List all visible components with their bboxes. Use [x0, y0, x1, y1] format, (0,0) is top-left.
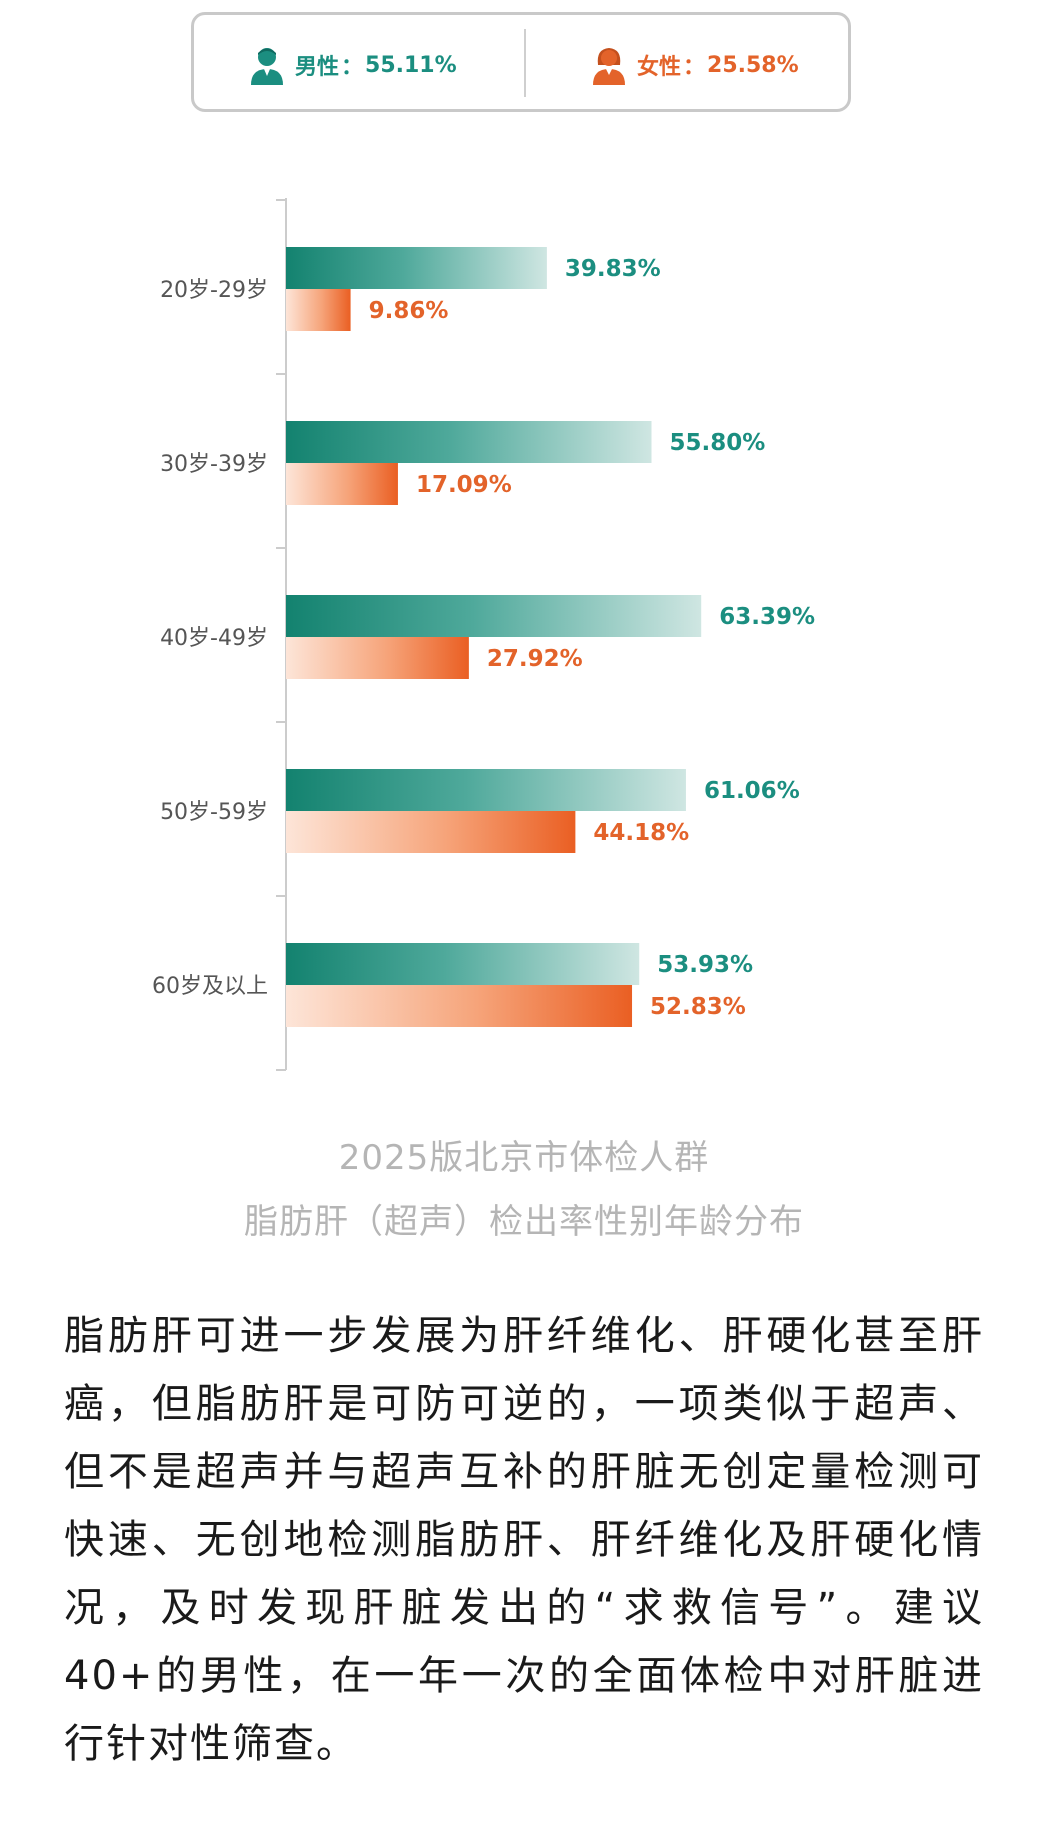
legend-female-separator: ： — [683, 55, 706, 80]
female-value-label: 17.09% — [416, 472, 512, 498]
labels: 20岁-29岁 39.83% 9.86% 30岁-39岁 55.80% 17.09% 40岁… — [152, 256, 815, 1020]
chart-caption-line2: 脂肪肝（超声）检出率性别年龄分布 — [244, 1202, 804, 1242]
female-user-icon — [593, 48, 625, 85]
body-paragraph: 脂肪肝可进一步发展为肝纤维化、肝硬化甚至肝癌，但脂肪肝是可防可逆的，一项类似于超… — [64, 1313, 984, 1767]
category-label: 30岁-39岁 — [160, 452, 268, 477]
female-value-label: 27.92% — [487, 646, 583, 672]
legend-male-label: 男性 — [295, 55, 340, 80]
female-bar — [286, 811, 576, 853]
male-bar — [286, 595, 702, 637]
male-value-label: 61.06% — [704, 778, 800, 804]
category-label: 60岁及以上 — [152, 974, 268, 999]
female-bar — [286, 289, 351, 331]
female-value-label: 9.86% — [369, 298, 449, 324]
bar-chart: 20岁-29岁 39.83% 9.86% 30岁-39岁 55.80% 17.09% 40岁… — [152, 198, 815, 1071]
male-user-icon — [251, 48, 283, 85]
male-bar — [286, 943, 640, 985]
legend-divider — [524, 29, 526, 97]
male-value-label: 53.93% — [657, 952, 753, 978]
male-bar — [286, 421, 652, 463]
bars — [286, 247, 702, 1027]
legend-male-value: 55.11% — [365, 52, 457, 78]
male-value-label: 39.83% — [565, 256, 661, 282]
legend-female-value: 25.58% — [707, 52, 799, 78]
male-bar — [286, 247, 547, 289]
male-bar — [286, 769, 686, 811]
category-label: 50岁-59岁 — [160, 800, 268, 825]
category-label: 40岁-49岁 — [160, 626, 268, 651]
y-axis — [276, 198, 287, 1071]
male-value-label: 55.80% — [669, 430, 765, 456]
female-bar — [286, 985, 633, 1027]
female-bar — [286, 637, 469, 679]
legend-box: 男性： 55.11% 女性： 25.58% — [191, 12, 851, 112]
female-value-label: 52.83% — [650, 994, 746, 1020]
female-bar — [286, 463, 398, 505]
legend-female-label: 女性 — [637, 55, 682, 80]
female-value-label: 44.18% — [593, 820, 689, 846]
legend-male: 男性： 55.11% — [249, 43, 457, 87]
male-value-label: 63.39% — [719, 604, 815, 630]
legend-female: 女性： 25.58% — [591, 43, 799, 87]
legend-male-separator: ： — [341, 55, 364, 80]
category-label: 20岁-29岁 — [160, 278, 268, 303]
chart-caption-line1: 2025版北京市体检人群 — [338, 1138, 710, 1178]
